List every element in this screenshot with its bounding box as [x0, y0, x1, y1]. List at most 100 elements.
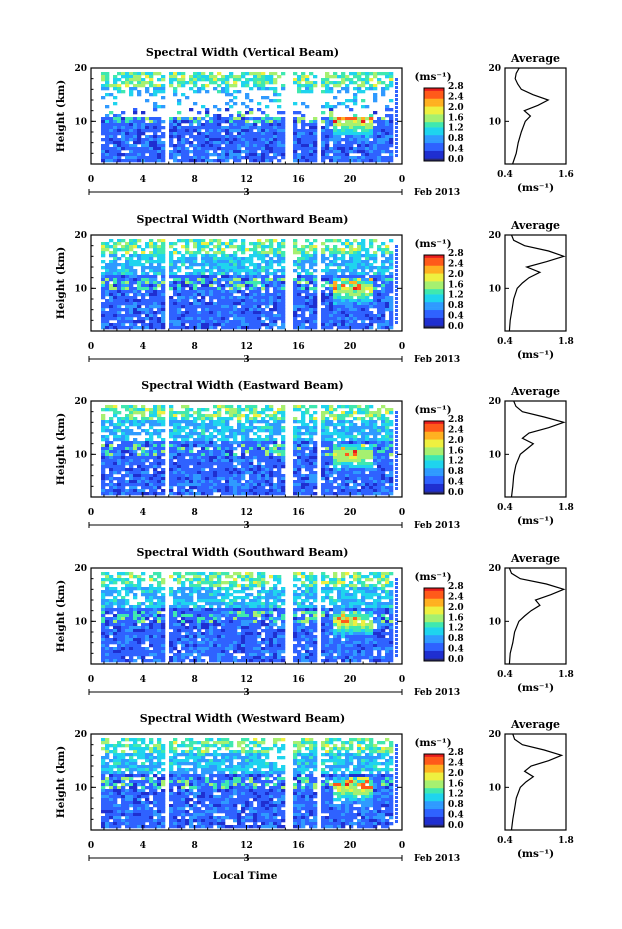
heatmap-cell — [241, 477, 246, 481]
heatmap-cell — [365, 78, 370, 82]
heatmap-cell — [161, 248, 166, 252]
heatmap-cell — [395, 82, 398, 85]
heatmap-cell — [369, 311, 374, 315]
heatmap-cell — [313, 444, 318, 448]
heatmap-cell — [101, 120, 106, 124]
heatmap-cell — [133, 471, 138, 475]
heatmap-cell — [153, 314, 158, 318]
heatmap-cell — [205, 326, 210, 330]
heatmap-cell — [157, 266, 162, 270]
heatmap-cell — [229, 489, 234, 493]
heatmap-cell — [221, 248, 226, 252]
heatmap-cell — [381, 302, 386, 306]
heatmap-cell — [357, 281, 362, 285]
heatmap-cell — [137, 120, 142, 124]
heatmap-cell — [149, 269, 154, 273]
heatmap-cell — [193, 468, 198, 472]
heatmap-cell — [117, 248, 122, 252]
heatmap-cell — [153, 486, 158, 490]
heatmap-cell — [273, 438, 278, 442]
heatmap-cell — [349, 308, 354, 312]
heatmap-cell — [385, 245, 390, 249]
heatmap-cell — [293, 159, 298, 163]
heatmap-cell — [341, 459, 346, 463]
heatmap-cell — [345, 84, 350, 88]
heatmap-cell — [129, 278, 134, 282]
heatmap-cell — [389, 314, 394, 318]
heatmap-cell — [261, 492, 266, 496]
heatmap-cell — [121, 468, 126, 472]
heatmap-cell — [385, 320, 390, 324]
heatmap-cell — [345, 435, 350, 439]
heatmap-cell — [197, 156, 202, 160]
heatmap-cell — [169, 78, 174, 82]
heatmap-cell — [277, 408, 282, 412]
heatmap-cell — [349, 248, 354, 252]
heatmap-cell — [345, 263, 350, 267]
heatmap-cell — [325, 420, 330, 424]
heatmap-cell — [149, 278, 154, 282]
heatmap-cell — [189, 266, 194, 270]
heatmap-cell — [229, 105, 234, 109]
heatmap-cell — [333, 156, 338, 160]
heatmap-cell — [161, 90, 166, 94]
heatmap-cell — [129, 78, 134, 82]
heatmap-cell — [381, 299, 386, 303]
heatmap-cell — [329, 438, 334, 442]
heatmap-cell — [245, 326, 250, 330]
heatmap-cell — [369, 450, 374, 454]
heatmap-cell — [113, 150, 118, 154]
heatmap-cell — [337, 405, 342, 409]
heatmap-cell — [373, 135, 378, 139]
heatmap-cell — [293, 287, 298, 291]
heatmap-cell — [265, 78, 270, 82]
heatmap-cell — [337, 257, 342, 261]
heatmap-cell — [293, 144, 298, 148]
heatmap-cell — [365, 251, 370, 255]
heatmap-cell — [265, 159, 270, 163]
heatmap-cell — [213, 132, 218, 136]
heatmap-cell — [181, 426, 186, 430]
heatmap-cell — [149, 314, 154, 318]
heatmap-cell — [133, 272, 138, 276]
heatmap-cell — [389, 114, 394, 118]
heatmap-cell — [269, 468, 274, 472]
heatmap-cell — [161, 441, 166, 445]
heatmap-cell — [201, 281, 206, 285]
heatmap-cell — [189, 320, 194, 324]
heatmap-cell — [109, 269, 114, 273]
heatmap-cell — [105, 272, 110, 276]
heatmap-cell — [373, 423, 378, 427]
heatmap-cell — [269, 245, 274, 249]
heatmap-cell — [157, 486, 162, 490]
heatmap-cell — [395, 273, 398, 276]
heatmap-cell — [333, 72, 338, 76]
heatmap-cell — [141, 141, 146, 145]
heatmap-cell — [177, 420, 182, 424]
heatmap-cell — [301, 317, 306, 321]
heatmap-cell — [161, 150, 166, 154]
heatmap-cell — [309, 293, 314, 297]
heatmap-cell — [357, 290, 362, 294]
heatmap-cell — [193, 474, 198, 478]
heatmap-cell — [109, 432, 114, 436]
heatmap-cell — [313, 323, 318, 327]
heatmap-cell — [297, 138, 302, 142]
heatmap-cell — [157, 459, 162, 463]
heatmap-cell — [145, 492, 150, 496]
heatmap-cell — [105, 120, 110, 124]
heatmap-cell — [209, 305, 214, 309]
heatmap-cell — [349, 129, 354, 133]
heatmap-cell — [173, 492, 178, 496]
heatmap-cell — [181, 417, 186, 421]
heatmap-cell — [189, 489, 194, 493]
heatmap-cell — [245, 405, 250, 409]
heatmap-cell — [365, 483, 370, 487]
heatmap-cell — [373, 147, 378, 151]
colorbar-tick-label: 2.0 — [448, 270, 464, 280]
heatmap-cell — [349, 320, 354, 324]
heatmap-cell — [233, 147, 238, 151]
heatmap-cell — [169, 465, 174, 469]
heatmap-cell — [229, 72, 234, 76]
heatmap-cell — [101, 245, 106, 249]
